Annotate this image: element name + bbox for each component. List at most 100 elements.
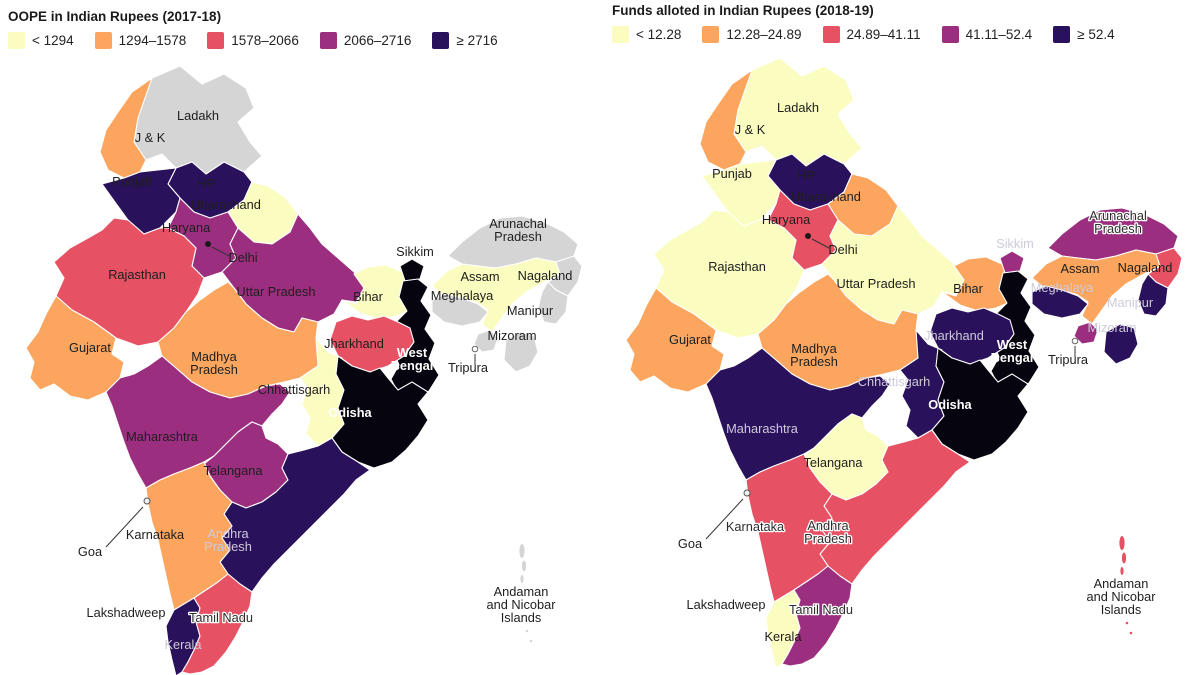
- goa-marker-icon: [743, 489, 751, 497]
- right-legend: Funds alloted in Indian Rupees (2018-19)…: [612, 3, 1115, 43]
- legend-swatch: [1053, 26, 1071, 43]
- label-up-left: Uttar Pradesh: [237, 284, 316, 299]
- state-punjab-right: [701, 159, 781, 227]
- label-mp-left: Madhya Pradesh: [190, 349, 238, 377]
- goa-leader-line: [705, 498, 744, 540]
- state-andhra-left: [219, 437, 371, 593]
- tripura-marker-icon: [1071, 337, 1079, 345]
- legend-label: 24.89–41.11: [846, 27, 921, 42]
- right-legend-title: Funds alloted in Indian Rupees (2018-19): [612, 3, 874, 18]
- state-karnataka-left: [145, 461, 233, 611]
- label-wb-right: West Bengal: [991, 337, 1034, 365]
- legend-swatch: [8, 32, 25, 49]
- nicobar-island-dot: [1125, 621, 1129, 625]
- delhi-pin-icon: [205, 241, 211, 247]
- andaman-islands-left: [519, 544, 525, 558]
- label-karnataka-left: Karnataka: [126, 527, 185, 542]
- state-sikkim-left: [399, 258, 425, 282]
- label-gujarat-right: Gujarat: [669, 332, 711, 347]
- label-gujarat-left: Gujarat: [69, 340, 111, 355]
- legend-label: ≥ 2716: [456, 33, 498, 48]
- label-telangana-right: Telangana: [803, 455, 863, 470]
- state-jk-right: [699, 69, 753, 171]
- delhi-pin-icon: [805, 233, 811, 239]
- state-jk-left: [99, 77, 153, 179]
- label-lakshadweep-left: Lakshadweep: [87, 605, 166, 620]
- state-tripura-left: [473, 329, 499, 353]
- label-wb-left: West Bengal: [391, 345, 434, 373]
- legend-swatch: [432, 32, 450, 49]
- label-tripura-right: Tripura: [1048, 352, 1089, 367]
- legend-item: 2066–2716: [319, 32, 412, 49]
- label-uttarakhand-right: Uttarakhand: [791, 189, 861, 204]
- label-hp-left: HP: [197, 176, 215, 191]
- label-andhra-right: Andhra Pradesh: [804, 518, 852, 546]
- state-gujarat-right: [625, 287, 725, 393]
- label-delhi-left: Delhi: [228, 250, 257, 265]
- label-telangana-left: Telangana: [203, 463, 263, 478]
- legend-item: 12.28–24.89: [702, 26, 802, 43]
- label-tripura-left: Tripura: [448, 360, 489, 375]
- state-rajasthan-right: [653, 209, 805, 339]
- label-arunachal-left: Arunachal Pradesh: [489, 216, 547, 244]
- andaman-island: [521, 560, 527, 572]
- label-andaman-right: Andaman and Nicobar Islands: [1086, 576, 1156, 617]
- label-nagaland-right: Nagaland: [1118, 260, 1173, 275]
- legend-label: < 12.28: [636, 27, 682, 42]
- label-nagaland-left: Nagaland: [518, 268, 573, 283]
- legend-label: 2066–2716: [343, 33, 412, 48]
- state-assam-left: [431, 257, 561, 333]
- label-odisha-left: Odisha: [328, 405, 372, 420]
- label-kerala-left: Kerala: [165, 637, 203, 652]
- label-chhattisgarh-right: Chhattisgarh: [858, 374, 931, 389]
- label-andaman-left: Andaman and Nicobar Islands: [486, 584, 556, 625]
- tripura-marker-icon: [471, 345, 479, 353]
- legend-label: 41.11–52.4: [965, 27, 1033, 42]
- legend-item: 1578–2066: [207, 32, 299, 49]
- label-bihar-left: Bihar: [353, 289, 384, 304]
- label-punjab-left: Punjab: [112, 174, 152, 189]
- label-manipur-left: Manipur: [507, 303, 554, 318]
- right-legend-items: < 12.28 12.28–24.89 24.89–41.11 41.11–52.4 ≥…: [612, 26, 1115, 43]
- state-tn-right: [781, 565, 853, 667]
- label-haryana-left: Haryana: [162, 220, 211, 235]
- state-odisha-right: [931, 347, 1029, 461]
- india-map-left: Ladakh J & K HP Punjab Uttarakhand Haryana Raj…: [25, 65, 583, 675]
- label-rajasthan-right: Rajasthan: [708, 259, 766, 274]
- legend-item: ≥ 52.4: [1053, 26, 1115, 43]
- label-chhattisgarh-left: Chhattisgarh: [258, 382, 331, 397]
- label-goa-right: Goa: [678, 536, 703, 551]
- left-legend: OOPE in Indian Rupees (2017-18) < 1294 12…: [8, 9, 498, 49]
- state-manipur-left: [537, 281, 569, 325]
- label-assam-right: Assam: [1060, 261, 1099, 276]
- label-kerala-right: Kerala: [765, 629, 803, 644]
- label-ladakh-right: Ladakh: [777, 100, 819, 115]
- state-manipur-right: [1137, 273, 1169, 317]
- state-punjab-left: [101, 167, 181, 235]
- andaman-island: [1120, 567, 1124, 575]
- legend-swatch: [94, 32, 112, 49]
- legend-label: 1294–1578: [118, 33, 187, 48]
- state-gujarat-left: [25, 295, 125, 401]
- state-odisha-left: [331, 355, 429, 469]
- label-manipur-right: Manipur: [1107, 295, 1154, 310]
- state-andhra-right: [819, 429, 971, 585]
- label-assam-left: Assam: [460, 269, 499, 284]
- label-meghalaya-right: Meghalaya: [1031, 280, 1094, 295]
- legend-item: 24.89–41.11: [822, 26, 921, 43]
- delhi-leader-line: [211, 246, 230, 257]
- label-mizoram-left: Mizoram: [487, 328, 536, 343]
- label-punjab-right: Punjab: [712, 166, 752, 181]
- legend-swatch: [702, 26, 720, 43]
- legend-swatch: [941, 26, 959, 43]
- state-mizoram-right: [1103, 323, 1139, 365]
- label-delhi-right: Delhi: [828, 242, 857, 257]
- nicobar-island-dot: [525, 629, 529, 633]
- goa-leader-line: [105, 506, 144, 548]
- legend-swatch: [612, 26, 629, 43]
- left-legend-items: < 1294 1294–1578 1578–2066 2066–2716 ≥ 2716: [8, 32, 498, 49]
- nicobar-island-dot: [1129, 631, 1133, 635]
- left-legend-title: OOPE in Indian Rupees (2017-18): [8, 9, 222, 24]
- legend-item: ≥ 2716: [432, 32, 498, 49]
- label-mizoram-right: Mizoram: [1087, 320, 1136, 335]
